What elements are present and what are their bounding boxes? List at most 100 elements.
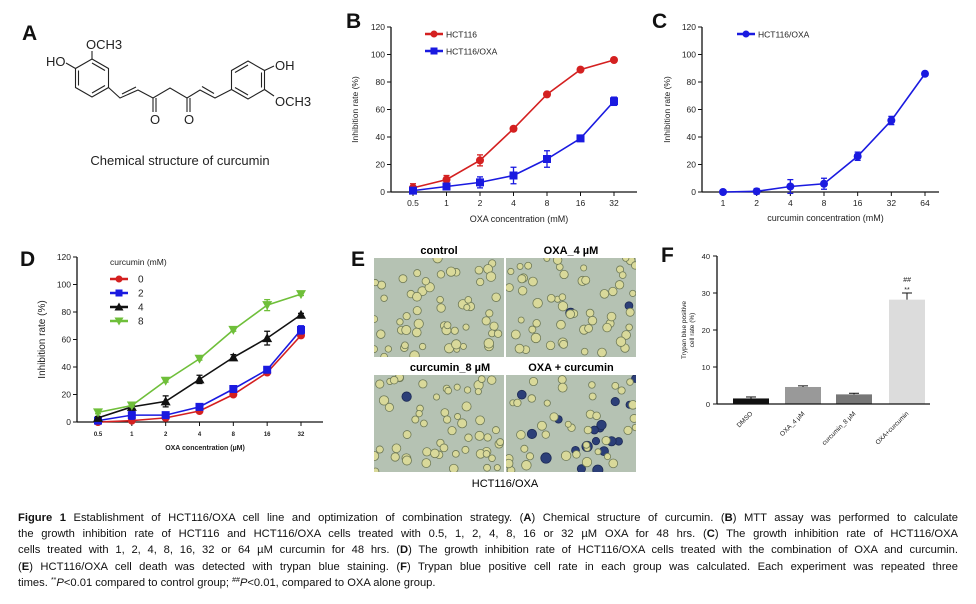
series-hct116 (409, 56, 618, 193)
live-cell (583, 425, 593, 435)
live-cell (621, 330, 631, 340)
live-cell (506, 283, 514, 292)
dead-cell (592, 464, 604, 472)
live-cell (463, 386, 472, 394)
live-cell (454, 413, 462, 420)
live-cell (507, 267, 515, 276)
live-cell (384, 345, 392, 353)
live-cell (432, 258, 443, 264)
y-tick-label: 30 (702, 289, 710, 298)
series-line (722, 73, 926, 193)
caption-text: the growth inhibition rate of HCT116 and… (18, 528, 707, 541)
live-cell (516, 430, 526, 440)
live-cell (560, 450, 572, 461)
data-point (476, 156, 484, 165)
x-tick-label: 1 (721, 198, 726, 208)
dead-cell (526, 428, 537, 439)
live-cell (528, 376, 539, 387)
x-tick-label: 32 (298, 432, 305, 438)
live-cell (487, 375, 497, 385)
live-cell (601, 436, 611, 446)
caption-text: P (239, 576, 248, 589)
live-cell (618, 271, 627, 279)
live-cell (488, 454, 496, 462)
micrograph-combination (506, 375, 636, 472)
live-cell (543, 399, 551, 407)
caption-text: A (523, 512, 532, 524)
y-tick-label: 100 (57, 280, 71, 290)
live-cell (443, 415, 452, 424)
live-cell (585, 308, 595, 318)
caption-text: B (724, 512, 733, 524)
data-point (93, 408, 103, 418)
live-cell (413, 318, 424, 329)
y-tick-label: 100 (682, 50, 696, 60)
live-cell (433, 393, 441, 401)
x-tick-label: curcumin_8 µM (821, 410, 857, 446)
y-tick-label: 0 (691, 187, 696, 197)
live-cell (444, 386, 453, 395)
x-tick-label: 0.5 (407, 198, 419, 208)
micrograph-label-control: control (420, 245, 457, 257)
caption-text: times. (18, 576, 51, 589)
y-tick-label: 0 (706, 400, 710, 409)
chart-b-inhibition-oxa: 0 20 40 60 80 100 120 0.5 1 2 4 8 16 32 OXA concentrat… (350, 22, 637, 224)
live-cell (543, 258, 551, 262)
bar (836, 394, 872, 404)
data-point (127, 411, 136, 420)
live-cell (413, 269, 422, 278)
live-cell (603, 452, 612, 461)
data-point (195, 402, 204, 411)
x-axis-label: OXA concentration (mM) (470, 214, 569, 224)
live-cell (409, 350, 420, 357)
data-point (194, 374, 205, 384)
data-point (160, 396, 171, 406)
live-cell (565, 309, 576, 319)
micrograph-footer: HCT116/OXA (472, 478, 539, 490)
live-cell (415, 409, 423, 418)
group-oh-right: OH (275, 58, 295, 73)
live-cell (559, 269, 569, 280)
live-cell (401, 341, 409, 350)
live-cell (588, 381, 596, 389)
live-cell (626, 378, 634, 386)
live-cell (391, 443, 402, 454)
caption-text: ## (232, 576, 240, 584)
caption-line: Figure 1 Establishment of HCT116/OXA cel… (18, 510, 958, 526)
live-cell (459, 342, 467, 350)
live-cell (580, 264, 588, 272)
significance-marker: ** (904, 287, 910, 294)
panel-label-b: B (346, 10, 361, 33)
group-carbonyl-o2: O (184, 112, 194, 127)
live-cell (375, 445, 384, 454)
caption-text: ) HCT116/OXA cell death was detected wit… (29, 560, 401, 573)
live-cell (491, 426, 500, 435)
micrograph-oxa (506, 258, 636, 357)
live-cell (517, 316, 525, 324)
y-tick-label: 10 (702, 363, 710, 372)
x-tick-label: 32 (609, 198, 619, 208)
figure: A B C D E F OCH3 HO OH OCH3 O O Chemical… (20, 10, 939, 490)
panel-label-f: F (661, 244, 674, 267)
live-cell (464, 296, 473, 304)
live-cell (594, 448, 602, 456)
y-tick-label: 120 (682, 22, 696, 32)
x-tick-label: 4 (788, 198, 793, 208)
x-tick-label: 1 (444, 198, 449, 208)
y-tick-label: 20 (62, 390, 72, 400)
live-cell (412, 327, 422, 338)
caption-text: D (399, 544, 409, 557)
panel-label-a: A (22, 22, 37, 45)
x-tick-label: 4 (198, 432, 202, 438)
cells (506, 375, 636, 472)
live-cell (489, 321, 499, 331)
live-cell (474, 430, 485, 441)
group-ho-left: HO (46, 54, 66, 69)
data-point (543, 90, 551, 99)
y-tick-label: 120 (371, 22, 385, 32)
data-point (296, 290, 306, 300)
live-cell (549, 412, 559, 422)
caption-text: ) MTT assay was performed to calculate (732, 512, 959, 524)
live-cell (420, 419, 428, 428)
chart-c-inhibition-curcumin: 0 20 40 60 80 100 120 1 2 4 8 16 32 64 curcumin concen… (662, 22, 939, 223)
